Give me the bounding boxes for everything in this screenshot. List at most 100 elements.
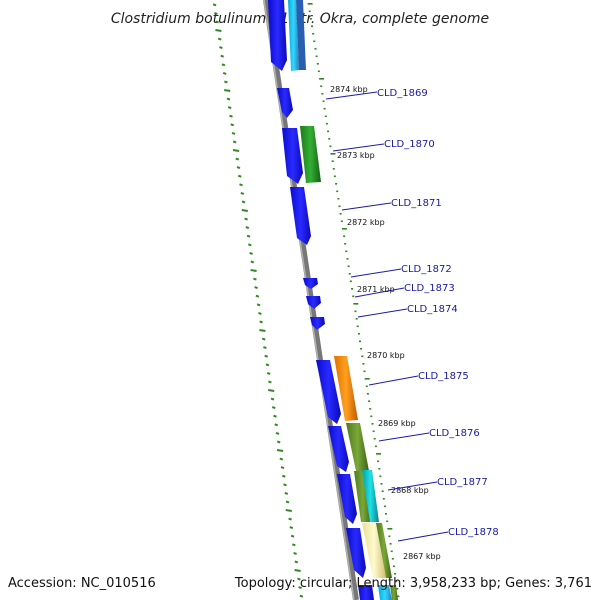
gc-mark	[273, 414, 277, 418]
gene-label-cld-1873[interactable]: CLD_1873	[404, 283, 455, 294]
gc-mark	[232, 140, 237, 144]
gc-mark	[281, 474, 286, 478]
leader-line	[350, 268, 402, 278]
cds-segment[interactable]	[376, 523, 392, 578]
gc-mark	[217, 37, 222, 41]
gene-label-cld-1870[interactable]: CLD_1870	[384, 139, 435, 150]
gc-mark	[294, 569, 301, 572]
kbp-label: 2871 kbp	[357, 285, 395, 294]
kbp-label: 2869 kbp	[378, 419, 416, 428]
leader-line	[357, 308, 408, 318]
gene-label-cld-1871[interactable]: CLD_1871	[391, 198, 442, 209]
leader-line	[354, 287, 405, 298]
gc-dotted-track	[212, 3, 304, 598]
gc-mark	[236, 166, 241, 170]
gc-mark	[254, 286, 258, 290]
gc-mark	[244, 217, 248, 221]
gc-mark	[215, 20, 219, 24]
gc-mark	[222, 71, 227, 75]
gc-mark	[219, 46, 223, 50]
cds-arrow[interactable]	[306, 296, 321, 309]
gc-mark	[259, 329, 266, 332]
gene-label-cld-1869[interactable]: CLD_1869	[377, 88, 428, 99]
cds-segment[interactable]	[354, 471, 372, 522]
cds-arrow[interactable]	[358, 585, 374, 600]
gc-mark	[290, 534, 295, 538]
leader-line	[368, 375, 419, 386]
leader-line	[397, 531, 449, 542]
gc-mark	[250, 260, 255, 264]
gene-label-cld-1878[interactable]: CLD_1878	[448, 527, 499, 538]
gc-mark	[245, 226, 250, 230]
cds-arrow[interactable]	[282, 128, 303, 184]
gc-mark	[266, 371, 271, 375]
gc-mark	[279, 457, 284, 461]
gc-mark	[284, 491, 289, 495]
cds-arrow[interactable]	[303, 278, 318, 289]
cds-arrow[interactable]	[290, 187, 311, 245]
gc-mark	[275, 431, 280, 435]
leader-line	[341, 202, 392, 211]
cds-arrow[interactable]	[316, 360, 341, 424]
cds-segment[interactable]	[390, 585, 398, 600]
gc-mark	[276, 449, 284, 452]
cds-arrow[interactable]	[268, 0, 287, 71]
gene-label-cld-1877[interactable]: CLD_1877	[437, 477, 488, 488]
gc-mark	[224, 89, 231, 92]
cds-segment[interactable]	[334, 356, 358, 421]
cds-segment[interactable]	[288, 0, 299, 71]
gc-mark	[214, 11, 218, 15]
gene-label-cld-1875[interactable]: CLD_1875	[418, 371, 469, 382]
cds-segment[interactable]	[362, 523, 386, 578]
gc-mark	[294, 560, 299, 564]
gc-mark	[268, 389, 275, 392]
cds-arrow[interactable]	[310, 317, 325, 330]
kbp-label: 2874 kbp	[330, 85, 368, 94]
cds-segment[interactable]	[300, 126, 321, 183]
gc-mark	[241, 209, 248, 212]
cds-segment[interactable]	[296, 0, 306, 70]
topology-text: Topology: circular; Length: 3,958,233 bp…	[234, 576, 592, 591]
inner-tick-track	[307, 2, 400, 598]
cds-segment[interactable]	[346, 423, 369, 471]
gene-label-cld-1876[interactable]: CLD_1876	[429, 428, 480, 439]
gc-mark	[291, 543, 296, 547]
cds-arrow[interactable]	[337, 474, 357, 524]
gc-mark	[224, 80, 228, 84]
leader-line	[325, 91, 378, 100]
gc-mark	[297, 577, 301, 581]
gc-mark	[285, 509, 292, 512]
gc-mark	[274, 423, 279, 427]
gc-mark	[283, 483, 287, 487]
cds-segment[interactable]	[362, 470, 379, 522]
kbp-label: 2867 kbp	[403, 552, 441, 561]
gc-mark	[220, 54, 225, 58]
cds-segment[interactable]	[378, 585, 392, 600]
gc-mark	[247, 243, 252, 247]
gc-mark	[250, 269, 257, 272]
accession-text: Accession: NC_010516	[8, 576, 156, 591]
cds-arrow[interactable]	[277, 88, 293, 118]
gene-label-cld-1872[interactable]: CLD_1872	[401, 264, 452, 275]
gc-mark	[288, 517, 292, 521]
gc-mark	[264, 354, 269, 358]
gene-labels: CLD_1869 CLD_1870 CLD_1871 CLD_1872 CLD_…	[377, 88, 499, 538]
gc-mark	[285, 500, 290, 504]
gc-mark	[298, 586, 302, 590]
gc-mark	[230, 123, 235, 127]
cds-arrow[interactable]	[346, 528, 366, 578]
cds-features	[268, 0, 398, 600]
gc-mark	[276, 440, 281, 444]
gc-mark	[280, 466, 285, 470]
gc-mark	[293, 551, 297, 555]
gc-mark	[268, 380, 272, 384]
kbp-label: 2868 kbp	[391, 486, 429, 495]
gc-mark	[237, 174, 242, 178]
gene-label-cld-1874[interactable]: CLD_1874	[407, 304, 458, 315]
gc-mark	[263, 346, 267, 350]
gc-mark	[239, 183, 243, 187]
gc-mark	[261, 337, 266, 341]
leader-line	[387, 481, 438, 491]
cds-arrow[interactable]	[328, 426, 349, 472]
gc-mark	[215, 29, 222, 32]
